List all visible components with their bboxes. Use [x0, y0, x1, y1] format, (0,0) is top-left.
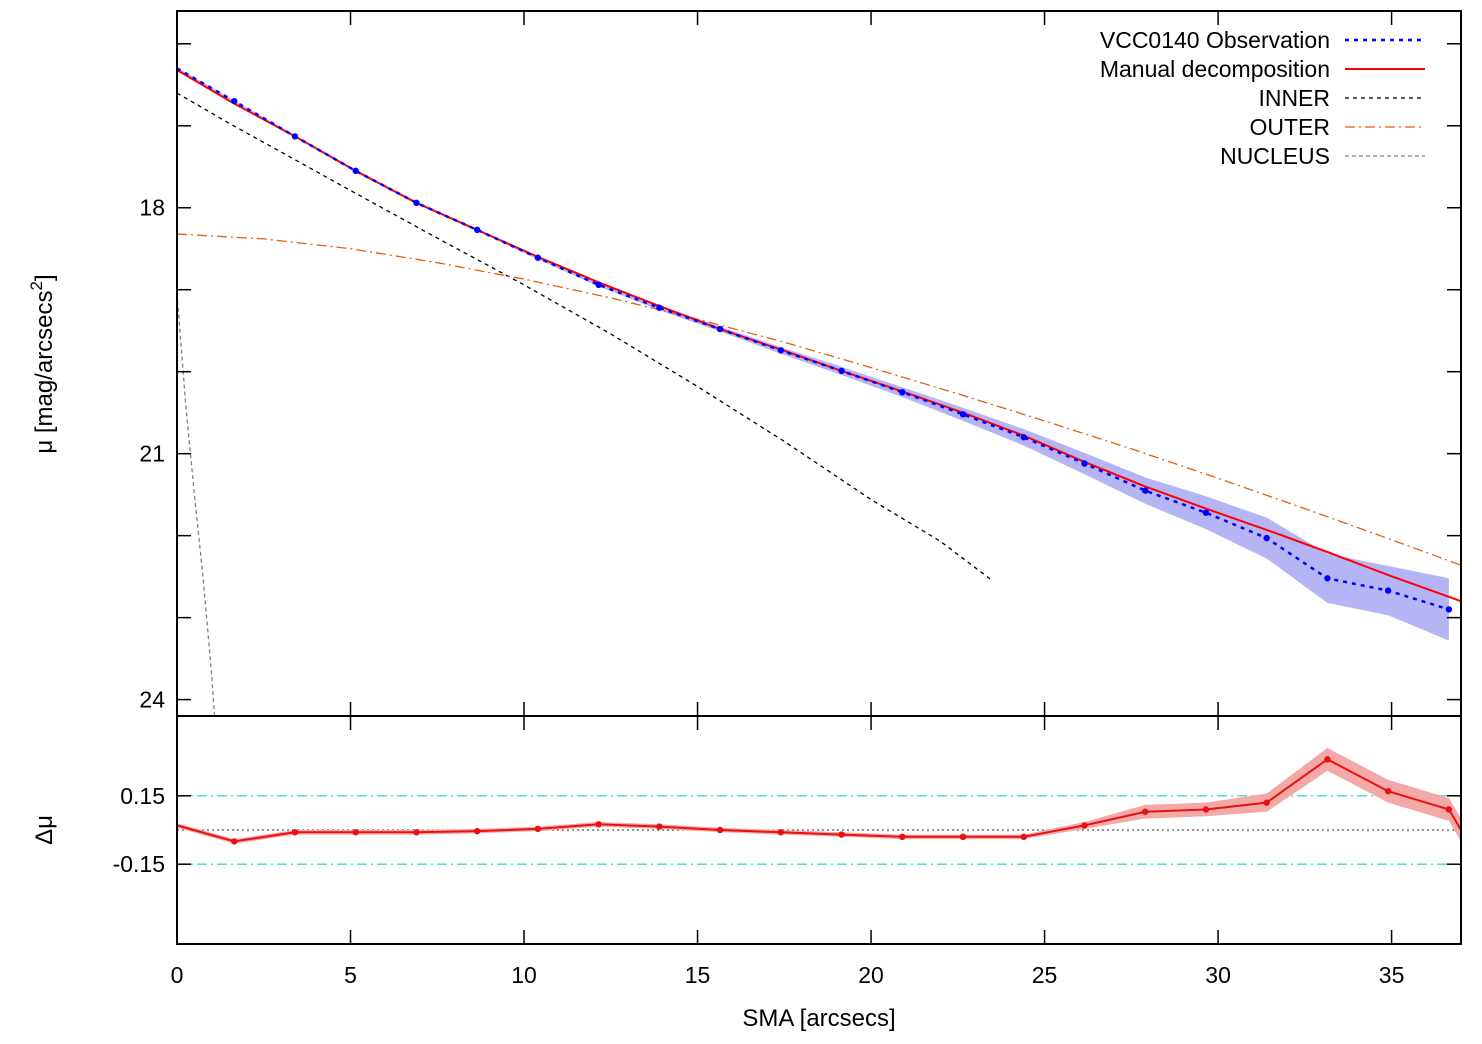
observation-point — [1263, 534, 1270, 542]
observation-point — [1445, 606, 1453, 613]
observation-point — [777, 347, 785, 354]
x-tick-label: 25 — [1032, 962, 1058, 988]
x-tick-label: 30 — [1205, 962, 1231, 988]
residual-point — [231, 838, 238, 845]
legend-label: INNER — [1258, 85, 1330, 111]
profile-plot-area — [178, 67, 1461, 716]
y-tick-label: 21 — [139, 441, 165, 467]
y-tick-label: 18 — [139, 195, 165, 221]
inner-line — [178, 92, 993, 582]
residual-point — [1142, 808, 1149, 815]
residual-point — [1445, 806, 1453, 813]
legend-label: VCC0140 Observation — [1100, 27, 1330, 53]
residual-point — [1384, 788, 1392, 795]
observation-point — [656, 304, 663, 311]
profile-y-axis-title: μ [mag/arcsecs2] — [27, 274, 58, 453]
observation-point — [1020, 434, 1027, 441]
observation-point — [473, 226, 481, 234]
residual-y-tick-label: -0.15 — [113, 851, 165, 877]
x-tick-label: 0 — [171, 962, 184, 988]
observation-point — [1324, 575, 1331, 582]
residual-point — [899, 833, 906, 841]
observation-point — [352, 167, 359, 175]
residual-point — [838, 831, 845, 838]
profile-panel: 18 21 24 μ [mag/arcsecs2] VCC0140 Observat… — [27, 10, 1462, 717]
observation-point — [716, 325, 724, 333]
residual-point — [352, 829, 359, 836]
legend-label: NUCLEUS — [1220, 143, 1330, 169]
nucleus-line — [178, 298, 216, 716]
x-axis-title: SMA [arcsecs] — [742, 1005, 895, 1032]
residual-y-axis-title: Δμ — [31, 815, 58, 845]
observation-point — [959, 411, 967, 418]
residual-point — [1020, 833, 1027, 841]
observation-point — [899, 388, 906, 396]
y-tick-label: 24 — [139, 687, 165, 713]
x-tick-label: 20 — [858, 962, 884, 988]
residual-point — [716, 826, 724, 834]
residual-point — [595, 821, 602, 828]
residual-point — [413, 829, 420, 836]
manual-decomposition-line — [178, 69, 1461, 603]
residual-point — [534, 825, 542, 833]
observation-error-band — [178, 68, 1449, 641]
residual-frame — [176, 715, 1462, 945]
observation-point — [1384, 587, 1392, 594]
observation-point — [838, 367, 845, 375]
observation-point — [1081, 460, 1088, 467]
residual-point — [1324, 756, 1331, 763]
profile-y-ticks: 18 21 24 — [139, 11, 1461, 716]
x-tick-label: 10 — [511, 962, 537, 988]
residual-error-band — [178, 747, 1461, 844]
outer-line — [178, 233, 1461, 566]
x-tick-label: 15 — [685, 962, 711, 988]
residual-point — [777, 829, 785, 836]
x-tick-label: 5 — [344, 962, 357, 988]
residual-plot-area — [178, 747, 1461, 865]
observation-point — [231, 97, 238, 105]
residual-point — [656, 823, 663, 830]
x-tick-label: 35 — [1379, 962, 1405, 988]
observation-point — [595, 281, 602, 289]
residual-panel: 0.15 -0.15 0 5 10 15 20 25 30 35 Δμ SMA [arcsecs] — [31, 715, 1462, 1032]
observation-point — [534, 254, 542, 261]
residual-point — [1202, 806, 1210, 813]
observation-point — [413, 199, 420, 207]
residual-point — [1081, 822, 1088, 829]
observation-point — [1202, 509, 1210, 516]
observation-point — [291, 133, 299, 140]
legend: VCC0140 Observation Manual decomposition I… — [1100, 27, 1425, 169]
residual-point — [1263, 799, 1270, 806]
legend-label: OUTER — [1250, 114, 1331, 140]
residual-point — [473, 827, 481, 835]
residual-point — [291, 829, 299, 836]
residual-ticks: 0.15 -0.15 0 5 10 15 20 25 30 35 — [113, 716, 1461, 988]
legend-label: Manual decomposition — [1100, 56, 1330, 82]
residual-y-tick-label: 0.15 — [120, 783, 165, 809]
observation-point — [1142, 487, 1149, 494]
residual-point — [959, 833, 967, 841]
